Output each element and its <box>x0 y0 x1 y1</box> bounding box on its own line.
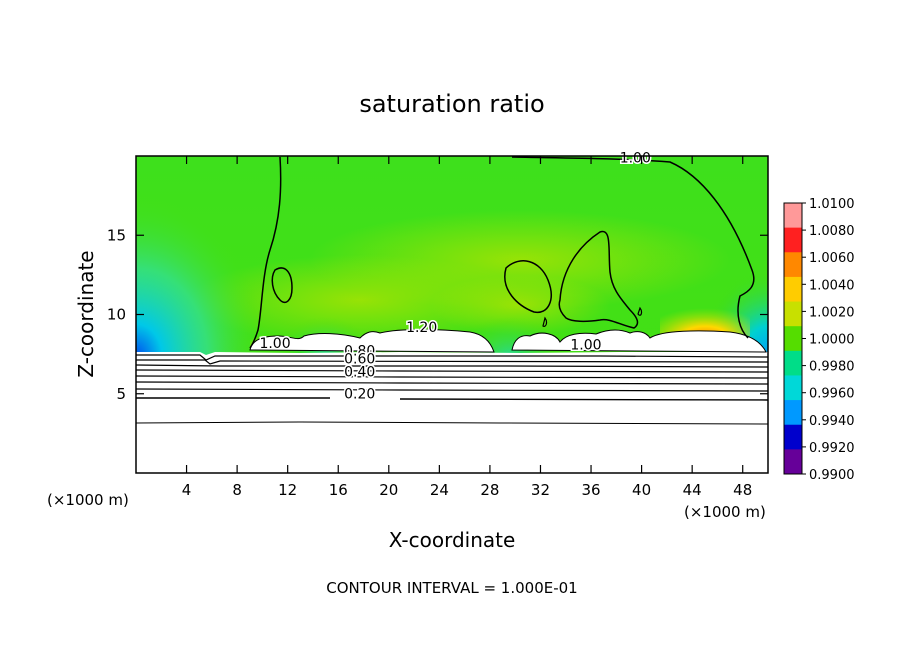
colorbar-swatch <box>784 375 802 401</box>
x-tick-label: 32 <box>531 481 550 499</box>
colorbar-label: 1.0000 <box>809 333 855 348</box>
colorbar-label: 0.9920 <box>809 441 855 456</box>
y-axis-label: Z-coordinate <box>74 250 98 377</box>
colorbar-label: 1.0020 <box>809 305 855 320</box>
contour-label: 0.40 <box>344 364 375 380</box>
colorbar-swatch <box>784 326 802 352</box>
plot-area <box>136 156 768 473</box>
contour-line <box>136 388 768 392</box>
colorbar-label: 0.9940 <box>809 414 855 429</box>
contour-line <box>542 306 643 327</box>
contour-line <box>136 354 768 361</box>
y-tick-label: 10 <box>107 306 126 324</box>
contour-line <box>136 375 768 379</box>
contour-line <box>136 421 768 425</box>
x-axis-ticks: 4 8 12 16 20 24 28 32 36 40 44 48 <box>182 156 752 499</box>
x-tick-label: 28 <box>480 481 499 499</box>
contour-label: 1.00 <box>259 336 290 352</box>
contour-labels: 1.00 1.20 1.00 1.00 0.800.600.40 0.20 <box>258 149 652 404</box>
colorbar-label: 0.9960 <box>809 387 855 402</box>
contour-line <box>136 364 768 368</box>
colorbar-label: 0.9900 <box>809 468 855 483</box>
x-tick-label: 48 <box>733 481 752 499</box>
chart-title: saturation ratio <box>359 90 544 118</box>
x-tick-label: 20 <box>379 481 398 499</box>
x-tick-label: 40 <box>632 481 651 499</box>
y-axis-ticks: 5 10 15 <box>107 226 768 403</box>
contour-line <box>136 359 768 365</box>
colorbar-swatch <box>784 227 802 253</box>
colorbar-swatch <box>784 276 802 303</box>
contour-label: 0.60 <box>344 352 375 368</box>
contour-label: 1.00 <box>570 337 601 353</box>
field-patch-cyan-left <box>136 196 266 356</box>
contour-line <box>558 230 639 329</box>
x-axis-label: X-coordinate <box>389 528 516 552</box>
x-tick-label: 16 <box>329 481 348 499</box>
contour-line <box>136 369 768 373</box>
colorbar: 1.0100 1.0080 1.0060 1.0040 1.0020 1.0000 0.99… <box>783 197 855 483</box>
x-tick-label: 12 <box>278 481 297 499</box>
colorbar-swatch <box>784 449 802 475</box>
contour-label: 0.80 <box>344 344 375 360</box>
field-patch-yellow-right <box>660 296 750 336</box>
colorbar-label: 1.0100 <box>809 197 855 212</box>
x-tick-label: 4 <box>182 481 192 499</box>
colorbar-swatch <box>784 424 802 450</box>
cloud-blob <box>511 329 767 353</box>
colorbar-swatch <box>784 301 802 327</box>
colorbar-swatch <box>784 350 802 376</box>
contour-line <box>136 381 768 385</box>
contour-line <box>136 397 768 401</box>
cloud-blob <box>249 329 495 353</box>
x-tick-label: 8 <box>232 481 242 499</box>
contour-label: 1.20 <box>406 320 437 336</box>
x-unit-right: (×1000 m) <box>684 503 766 521</box>
contour-line <box>504 260 552 314</box>
contour-line <box>511 156 755 339</box>
colorbar-swatch <box>784 252 802 278</box>
colorbar-swatch <box>784 203 802 229</box>
y-tick-label: 15 <box>107 226 126 244</box>
colorbar-label: 0.9980 <box>809 360 855 375</box>
colorbar-label: 1.0040 <box>809 278 855 293</box>
contour-line <box>271 267 293 304</box>
x-tick-label: 44 <box>683 481 702 499</box>
y-tick-label: 5 <box>116 385 126 403</box>
contour-label: 0.20 <box>344 387 375 403</box>
x-tick-label: 36 <box>581 481 600 499</box>
colorbar-label: 1.0060 <box>809 251 855 266</box>
colorbar-label: 1.0080 <box>809 224 855 239</box>
x-unit-left: (×1000 m) <box>47 491 129 509</box>
contour-interval-note: CONTOUR INTERVAL = 1.000E-01 <box>326 579 577 597</box>
x-tick-label: 24 <box>430 481 449 499</box>
contour-line <box>249 156 282 349</box>
contour-label: 1.00 <box>620 150 651 166</box>
colorbar-swatch <box>784 400 802 426</box>
